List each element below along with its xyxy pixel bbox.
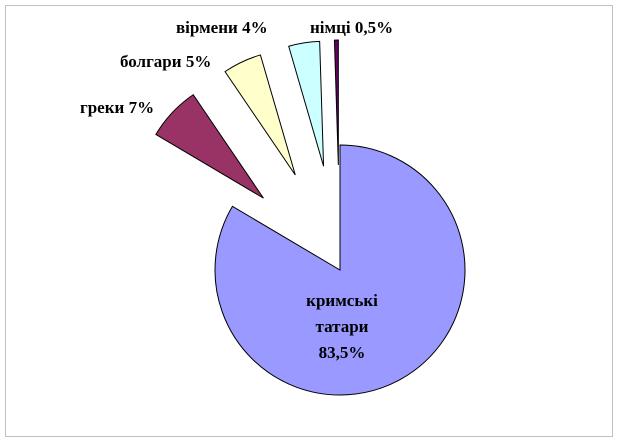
pie-slice [224,54,296,176]
value-label: 5% [185,52,212,71]
value-label: 7% [128,98,155,117]
category-label: вірмени [176,18,238,37]
value-label: 4% [242,18,268,37]
slice-label: вірмени 4% [176,18,268,38]
pie-slice [155,94,264,199]
category-label: болгари [120,52,182,71]
slice-label: кримські татари 83,5% [292,288,392,366]
slice-label: німці 0,5% [310,18,393,38]
category-label: греки [80,98,125,117]
pie-slice [333,39,339,166]
slice-label: болгари 5% [120,52,211,72]
category-label: німці [310,18,351,37]
value-label: 0,5% [354,18,394,37]
pie-slice [288,40,325,167]
value-label: 83,5% [318,343,366,362]
slice-label: греки 7% [80,98,154,118]
category-label: кримські татари [306,291,378,336]
pie-slice [214,144,466,396]
